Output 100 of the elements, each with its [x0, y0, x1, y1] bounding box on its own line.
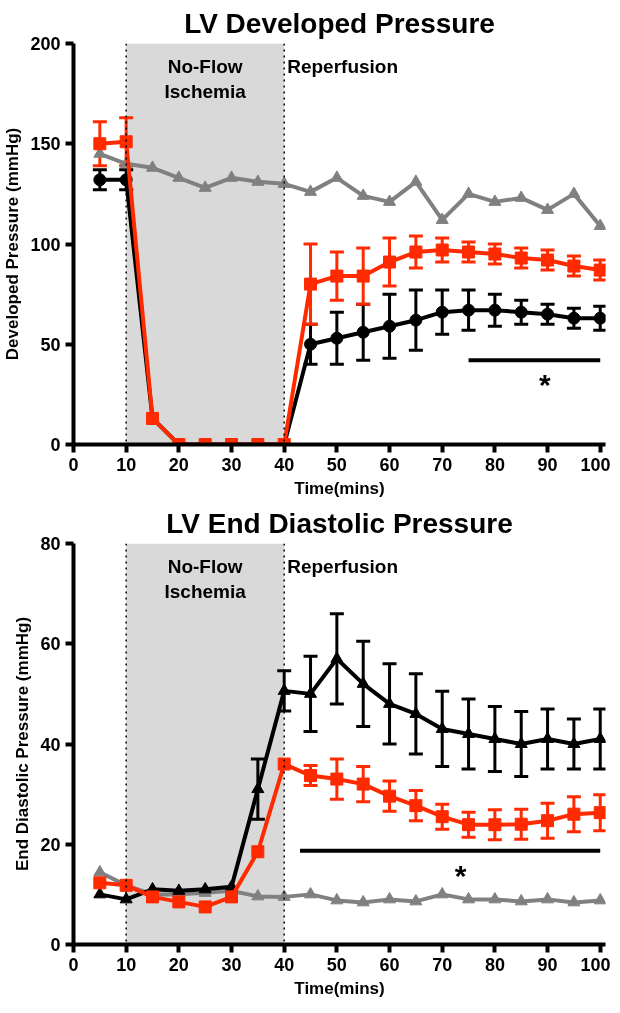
point [435, 305, 449, 319]
point [198, 900, 212, 914]
point [488, 303, 502, 317]
point [435, 243, 449, 257]
point [567, 807, 581, 821]
point [304, 886, 318, 899]
ref-line-label: Reperfusion [287, 555, 399, 577]
point [172, 883, 186, 895]
point [225, 890, 239, 904]
point [277, 176, 291, 188]
x-tick-label: 60 [379, 954, 400, 975]
point [409, 706, 423, 718]
point [93, 173, 107, 187]
y-tick-label: 60 [40, 634, 61, 655]
y-tick-label: 0 [50, 935, 61, 955]
point [409, 245, 423, 259]
x-tick-label: 10 [116, 954, 137, 975]
point [330, 269, 344, 283]
x-tick-label: 90 [537, 954, 558, 975]
point [409, 174, 423, 186]
point [356, 325, 370, 339]
point [356, 269, 370, 283]
point [304, 337, 318, 351]
point [330, 772, 344, 786]
x-tick-label: 60 [379, 454, 400, 475]
point [251, 781, 265, 794]
point [93, 876, 107, 890]
y-axis-title: End Diastolic Pressure (mmHg) [13, 616, 33, 872]
point [409, 799, 423, 813]
point [383, 255, 397, 269]
point [383, 194, 397, 206]
y-tick-label: 20 [40, 834, 61, 855]
x-tick-label: 40 [274, 954, 295, 975]
y-tick-label: 50 [40, 334, 61, 355]
y-tick-label: 0 [50, 435, 61, 455]
point [383, 319, 397, 333]
y-tick-label: 80 [40, 534, 61, 554]
y-axis-title: Developed Pressure (mmHg) [3, 127, 23, 361]
point [567, 259, 581, 273]
point [356, 894, 370, 907]
point [93, 864, 107, 877]
point [514, 893, 528, 906]
point [462, 186, 476, 198]
point [409, 893, 423, 906]
point [541, 307, 555, 321]
x-tick-label: 80 [484, 954, 505, 975]
point [462, 818, 476, 832]
point [488, 194, 502, 206]
point [541, 814, 555, 828]
point [356, 676, 370, 688]
point [593, 263, 606, 277]
point [277, 683, 291, 695]
point [330, 331, 344, 345]
x-tick-label: 70 [432, 454, 453, 475]
point [593, 218, 606, 230]
x-axis-title: Time(mins) [294, 478, 385, 498]
point [593, 892, 606, 905]
point [251, 845, 265, 859]
point [541, 731, 555, 743]
point [356, 188, 370, 200]
y-tick-label: 150 [30, 134, 61, 155]
point [462, 891, 476, 904]
x-tick-label: 20 [168, 454, 189, 475]
point [330, 892, 344, 905]
point [488, 891, 502, 904]
band-label: No-Flow Ischemia [164, 555, 247, 602]
point [119, 891, 133, 904]
x-tick-label: 10 [116, 454, 137, 475]
point [567, 894, 581, 907]
x-tick-label: 90 [537, 454, 558, 475]
chart-title: LV End Diastolic Pressure [166, 507, 513, 539]
x-tick-label: 100 [580, 954, 611, 975]
x-tick-label: 40 [274, 454, 295, 475]
point [409, 313, 423, 327]
point [541, 253, 555, 267]
point [462, 245, 476, 259]
point [304, 184, 318, 196]
point [462, 726, 476, 738]
point [330, 170, 344, 182]
x-tick-label: 0 [68, 454, 79, 475]
point [304, 769, 318, 783]
x-tick-label: 50 [326, 954, 347, 975]
x-tick-label: 30 [221, 954, 242, 975]
point [383, 696, 397, 708]
point [514, 190, 528, 202]
point [593, 311, 606, 325]
point [488, 818, 502, 832]
point [514, 251, 528, 265]
y-tick-label: 100 [30, 234, 61, 255]
point [146, 890, 160, 904]
point [383, 891, 397, 904]
point [251, 888, 265, 901]
x-tick-label: 80 [484, 454, 505, 475]
point [146, 160, 160, 172]
point [567, 186, 581, 198]
chart-title: LV Developed Pressure [184, 7, 495, 39]
point [435, 721, 449, 733]
point [277, 757, 291, 771]
point [383, 789, 397, 803]
point [435, 212, 449, 224]
